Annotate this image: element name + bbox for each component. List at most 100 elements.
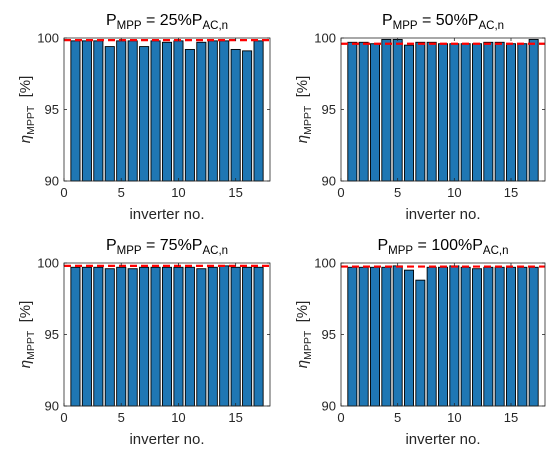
- chart-50pct: 0 5 10 15 90 95 100 inverter no. ηMPPT [%] PMPP =…: [294, 12, 546, 223]
- bar-inverter-1: [347, 266, 358, 407]
- bar-inverter-9: [161, 266, 173, 407]
- bar-inverter-3: [370, 43, 380, 182]
- bar-inverter-5: [392, 38, 403, 182]
- bar-inverter-6: [404, 269, 414, 407]
- x-tick-label: 0: [60, 185, 67, 200]
- bar-inverter-17: [253, 40, 264, 182]
- bar-inverter-14: [219, 40, 230, 182]
- bar-inverter-13: [483, 266, 494, 407]
- bar-inverter-2: [81, 266, 92, 407]
- title-subscript: MPP: [393, 20, 418, 32]
- y-axis-subscript: MPPT: [302, 105, 314, 135]
- bar-inverter-12: [472, 268, 482, 407]
- bar-inverter-11: [460, 43, 471, 182]
- chart-25pct: 0 5 10 15 90 95 100 inverter no. ηMPPT [%] PMPP =…: [17, 12, 271, 223]
- y-tick-label: 95: [45, 327, 59, 342]
- bar-inverter-2: [81, 40, 92, 182]
- title-tail-subscript: AC,n: [202, 245, 228, 257]
- bar-inverter-12: [196, 41, 207, 182]
- bar-inverter-12: [472, 43, 482, 182]
- bar-inverter-7: [139, 46, 150, 182]
- y-axis-symbol: η: [17, 360, 34, 368]
- bar-inverter-3: [370, 266, 380, 407]
- chart-75pct: 0 5 10 15 90 95 100 inverter no. ηMPPT [%] PMPP =…: [17, 237, 271, 448]
- bar-inverter-8: [150, 40, 161, 182]
- bar-inverter-13: [207, 266, 218, 407]
- bar-inverter-11: [184, 266, 195, 407]
- y-tick-label: 90: [322, 174, 336, 189]
- bar-inverter-10: [449, 265, 460, 407]
- title-symbol: P: [382, 12, 393, 29]
- y-axis-unit: [%]: [17, 301, 34, 331]
- bar-inverter-2: [358, 41, 369, 182]
- y-tick-label: 95: [45, 102, 59, 117]
- bar-inverter-11: [184, 48, 195, 182]
- x-axis-label: inverter no.: [405, 206, 480, 223]
- title-subscript: MPP: [117, 20, 142, 32]
- bar-inverter-15: [230, 266, 241, 407]
- bar-inverter-13: [207, 40, 218, 182]
- chart-title: PMPP = 75%PAC,n: [106, 237, 228, 257]
- y-axis-label: ηMPPT [%]: [294, 301, 314, 369]
- title-symbol: P: [378, 237, 389, 254]
- bar-inverter-17: [528, 38, 539, 182]
- x-axis-label: inverter no.: [129, 206, 204, 223]
- y-axis-label: ηMPPT [%]: [294, 76, 314, 144]
- bar-inverter-13: [483, 41, 494, 182]
- bar-inverter-7: [415, 279, 426, 407]
- title-tail-subscript: AC,n: [478, 20, 504, 32]
- bar-inverter-16: [517, 266, 528, 407]
- bar-inverter-14: [219, 265, 230, 407]
- x-tick-label: 0: [337, 185, 344, 200]
- bar-inverter-7: [415, 41, 426, 182]
- bar-inverter-15: [506, 266, 516, 407]
- chart-title: PMPP = 100%PAC,n: [378, 237, 509, 257]
- x-tick-label: 15: [504, 410, 518, 425]
- title-middle: = 75%P: [142, 237, 203, 254]
- y-tick-label: 100: [314, 256, 336, 271]
- title-tail-subscript: AC,n: [202, 20, 228, 32]
- x-tick-label: 5: [394, 185, 401, 200]
- title-symbol: P: [106, 237, 117, 254]
- bar-inverter-15: [506, 43, 516, 182]
- bar-inverter-16: [242, 50, 253, 182]
- title-subscript: MPP: [388, 245, 413, 257]
- bar-inverter-8: [426, 41, 437, 182]
- x-tick-label: 15: [504, 185, 518, 200]
- bar-inverter-1: [70, 40, 81, 182]
- bar-inverter-17: [253, 266, 264, 407]
- bar-inverter-14: [494, 41, 505, 182]
- bar-inverter-8: [150, 266, 161, 407]
- x-tick-label: 10: [171, 410, 185, 425]
- bar-inverter-9: [161, 41, 173, 182]
- bar-inverter-4: [381, 38, 392, 182]
- x-tick-label: 15: [228, 410, 242, 425]
- x-tick-label: 15: [228, 185, 242, 200]
- bar-inverter-16: [242, 266, 253, 407]
- x-tick-label: 5: [118, 185, 125, 200]
- bar-inverter-8: [426, 266, 437, 407]
- x-tick-label: 0: [337, 410, 344, 425]
- title-middle: = 25%P: [142, 12, 203, 29]
- bar-inverter-16: [517, 43, 528, 182]
- y-axis-subscript: MPPT: [25, 105, 37, 135]
- y-axis-symbol: η: [294, 135, 311, 143]
- bar-inverter-10: [173, 266, 184, 407]
- chart-title: PMPP = 50%PAC,n: [382, 12, 504, 32]
- title-middle: = 100%P: [413, 237, 483, 254]
- bar-inverter-1: [347, 41, 358, 182]
- bar-inverter-3: [93, 266, 104, 407]
- x-axis-label: inverter no.: [405, 431, 480, 448]
- title-tail-subscript: AC,n: [483, 245, 509, 257]
- y-axis-subscript: MPPT: [25, 330, 37, 360]
- y-axis-subscript: MPPT: [302, 330, 314, 360]
- bar-inverter-17: [528, 266, 539, 407]
- y-tick-label: 95: [322, 327, 336, 342]
- bar-inverter-5: [116, 266, 127, 407]
- title-symbol: P: [106, 12, 117, 29]
- x-tick-label: 10: [447, 185, 461, 200]
- bar-inverter-6: [127, 40, 138, 182]
- bar-inverter-6: [404, 44, 414, 182]
- x-axis-label: inverter no.: [129, 431, 204, 448]
